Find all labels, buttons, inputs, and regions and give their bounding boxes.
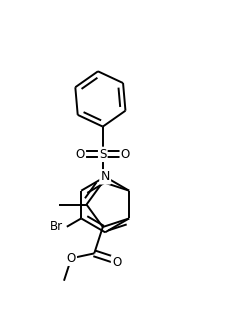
Text: O: O <box>121 148 130 161</box>
Text: N: N <box>101 170 110 183</box>
Text: O: O <box>76 148 85 161</box>
Text: Br: Br <box>50 220 63 233</box>
Text: O: O <box>67 252 76 265</box>
Text: O: O <box>112 256 121 269</box>
Text: S: S <box>99 148 106 161</box>
